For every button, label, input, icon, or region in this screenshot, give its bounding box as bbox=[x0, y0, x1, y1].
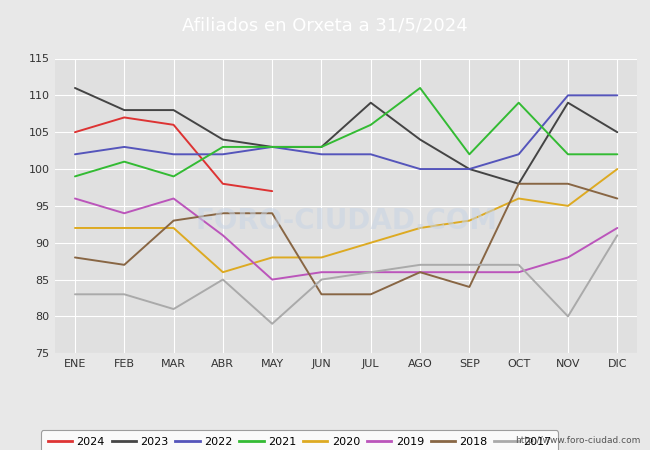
Text: FORO-CIUDAD.COM: FORO-CIUDAD.COM bbox=[195, 207, 497, 234]
Legend: 2024, 2023, 2022, 2021, 2020, 2019, 2018, 2017: 2024, 2023, 2022, 2021, 2020, 2019, 2018… bbox=[41, 431, 558, 450]
Text: http://www.foro-ciudad.com: http://www.foro-ciudad.com bbox=[515, 436, 640, 445]
Text: Afiliados en Orxeta a 31/5/2024: Afiliados en Orxeta a 31/5/2024 bbox=[182, 17, 468, 35]
